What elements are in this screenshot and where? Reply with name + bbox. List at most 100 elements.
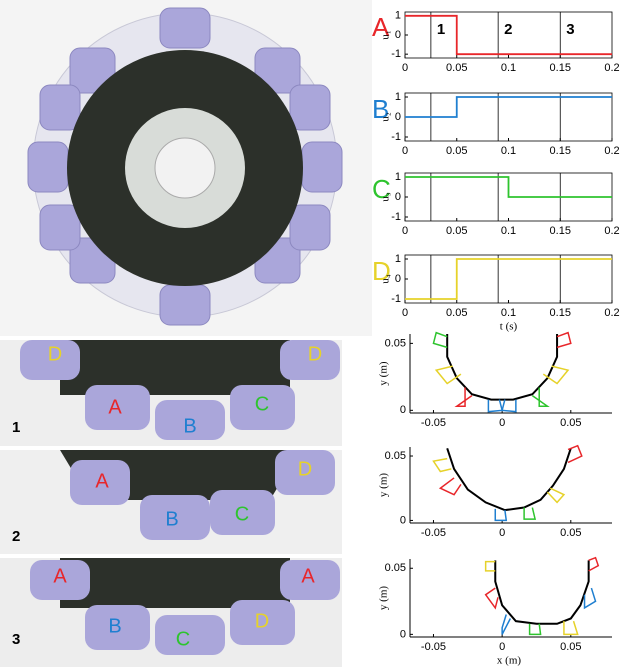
- x-tick-label: 0.05: [560, 527, 581, 539]
- y-tick-label: 1: [395, 253, 401, 265]
- data-line: [494, 560, 590, 625]
- y-tick-label: 1: [395, 91, 401, 103]
- x-axis-label: x (m): [497, 655, 521, 667]
- x-axis-label: t (s): [500, 321, 518, 333]
- x-tick-label: 0.15: [550, 307, 571, 319]
- y-axis-label: u₁: [380, 30, 392, 40]
- leg-label: D: [48, 343, 62, 365]
- leg-label: A: [301, 565, 315, 587]
- x-tick-label: -0.05: [421, 417, 446, 429]
- y-axis-label: y (m): [378, 361, 390, 385]
- y-axis-label: y (m): [378, 473, 390, 497]
- y-tick-label: 0: [395, 273, 401, 285]
- x-tick-label: 0.05: [446, 307, 467, 319]
- data-line: [432, 457, 452, 473]
- data-line: [588, 556, 600, 572]
- panel-letter: C: [372, 174, 391, 204]
- y-axis-label: u₃: [380, 192, 392, 202]
- data-line: [405, 258, 612, 300]
- data-line: [531, 387, 550, 408]
- data-line: [528, 623, 542, 636]
- y-tick-label: 0: [395, 29, 401, 41]
- leg-label: B: [108, 615, 121, 637]
- x-tick-label: 0: [402, 145, 408, 157]
- x-tick-label: 0: [499, 641, 505, 653]
- data-line: [563, 620, 579, 636]
- data-line: [405, 14, 612, 56]
- y-tick-label: 0: [395, 111, 401, 123]
- marker-label: 1: [437, 21, 445, 38]
- leg-label: C: [235, 503, 249, 525]
- leg-label: D: [298, 458, 312, 480]
- leg-label: D: [308, 343, 322, 365]
- data-line: [484, 587, 499, 610]
- leg-label: D: [255, 610, 269, 632]
- panel-letter: A: [372, 12, 390, 42]
- panel-letter: D: [372, 256, 391, 286]
- data-line: [494, 508, 508, 522]
- x-tick-label: 0.05: [560, 641, 581, 653]
- x-tick-label: 0.15: [550, 62, 571, 74]
- x-tick-label: 0.2: [604, 62, 619, 74]
- y-axis-label: u₂: [380, 112, 392, 122]
- data-line: [454, 387, 473, 408]
- data-line: [583, 587, 597, 610]
- x-tick-label: 0.1: [501, 307, 516, 319]
- y-tick-label: 1: [395, 10, 401, 22]
- y-tick-label: -1: [391, 131, 401, 143]
- data-line: [567, 444, 583, 464]
- data-line: [432, 331, 448, 349]
- data-line: [546, 487, 566, 504]
- x-tick-label: 0.15: [550, 225, 571, 237]
- x-tick-label: 0: [499, 527, 505, 539]
- x-tick-label: 0: [402, 225, 408, 237]
- data-line: [487, 399, 504, 413]
- y-tick-label: 0: [400, 628, 406, 640]
- leg-label: B: [165, 508, 178, 530]
- leg-label: B: [183, 415, 196, 437]
- x-tick-label: 0.1: [501, 62, 516, 74]
- x-tick-label: 0: [402, 62, 408, 74]
- y-tick-label: 0: [400, 514, 406, 526]
- data-line: [484, 560, 496, 572]
- x-tick-label: 0.05: [446, 145, 467, 157]
- y-tick-label: 0: [400, 404, 406, 416]
- leg-label: C: [255, 393, 269, 415]
- x-tick-label: 0.2: [604, 145, 619, 157]
- data-line: [542, 365, 570, 385]
- leg-label: A: [95, 470, 109, 492]
- frame-number: 1: [12, 419, 20, 436]
- data-line: [523, 507, 537, 520]
- frame-number: 2: [12, 528, 20, 545]
- data-line: [501, 614, 512, 635]
- x-tick-label: 0.15: [550, 145, 571, 157]
- x-tick-label: 0: [402, 307, 408, 319]
- x-tick-label: 0.2: [604, 225, 619, 237]
- y-tick-label: -1: [391, 211, 401, 223]
- y-tick-label: -1: [391, 293, 401, 305]
- y-tick-label: 1: [395, 171, 401, 183]
- x-tick-label: 0.05: [446, 225, 467, 237]
- y-axis-label: u₄: [380, 274, 392, 284]
- leg-label: C: [176, 628, 190, 650]
- x-tick-label: 0: [499, 417, 505, 429]
- x-tick-label: 0.1: [501, 145, 516, 157]
- y-tick-label: 0: [395, 191, 401, 203]
- data-line: [405, 176, 612, 198]
- panel-letter: B: [372, 94, 389, 124]
- marker-label: 3: [566, 21, 574, 38]
- x-tick-label: 0.2: [604, 307, 619, 319]
- data-line: [556, 331, 572, 349]
- x-tick-label: 0.05: [446, 62, 467, 74]
- y-tick-label: 0.05: [385, 562, 406, 574]
- leg-label: A: [53, 565, 67, 587]
- x-tick-label: 0.1: [501, 225, 516, 237]
- gait-photos: [0, 340, 342, 667]
- data-line: [438, 477, 462, 496]
- frame-number: 3: [12, 631, 20, 648]
- plot-frame: [404, 254, 613, 304]
- y-tick-label: 0.05: [385, 450, 406, 462]
- data-line: [446, 334, 559, 401]
- marker-label: 2: [504, 21, 512, 38]
